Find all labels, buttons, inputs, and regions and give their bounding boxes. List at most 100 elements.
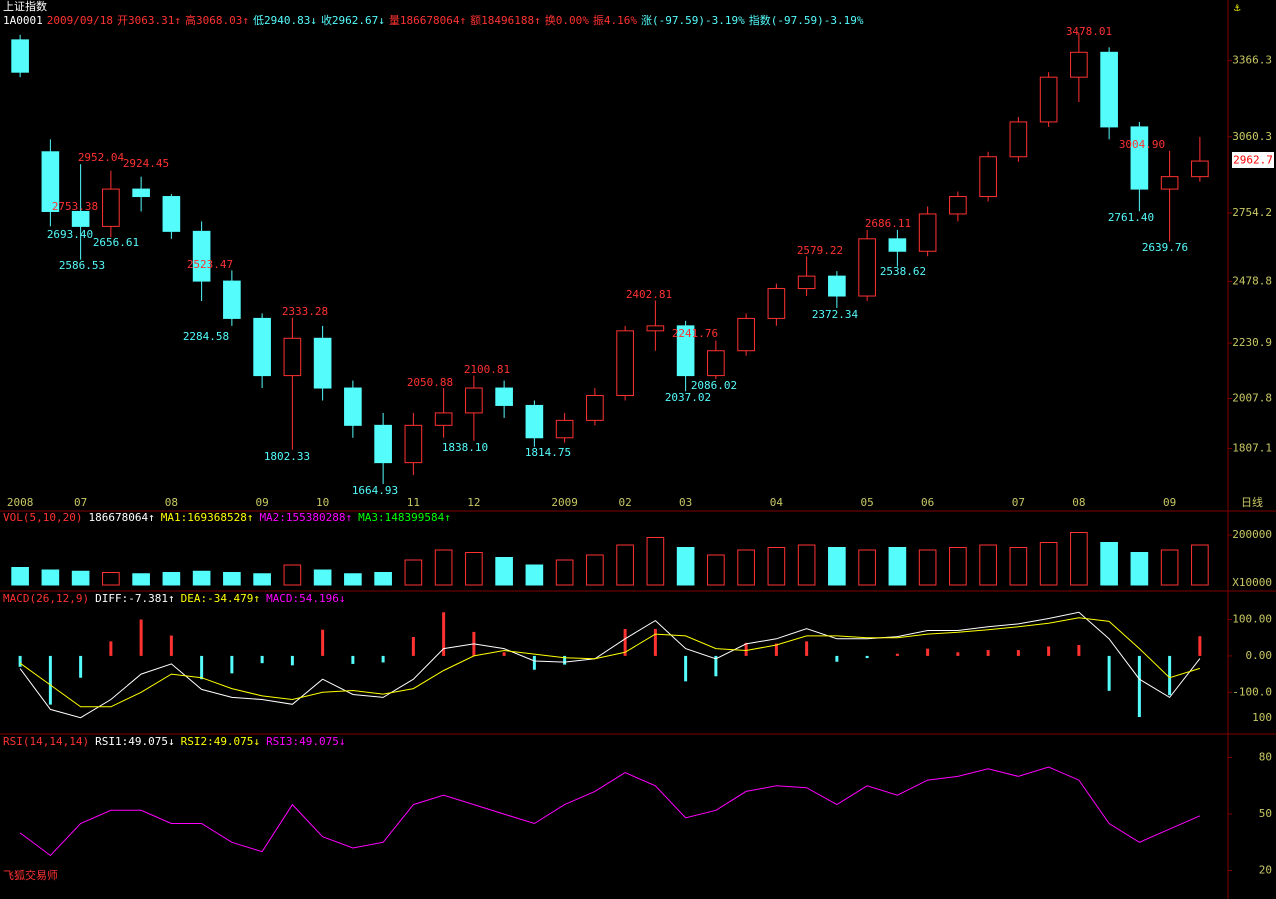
price-annotation: 2372.34 xyxy=(812,308,859,321)
candle-body xyxy=(1191,160,1209,178)
indicator-value: RSI3:49.075↓ xyxy=(266,735,345,748)
price-annotation: 2753.38 xyxy=(52,200,98,213)
volume-bar xyxy=(465,552,483,586)
y-tick-label: 50 xyxy=(1259,807,1272,820)
last-price-box xyxy=(1232,152,1274,168)
volume-bar xyxy=(555,559,574,586)
volume-bar xyxy=(767,547,786,586)
candle-body xyxy=(41,151,60,212)
candle-body xyxy=(1160,176,1179,190)
candle-body xyxy=(344,387,362,426)
x-tick-label: 09 xyxy=(256,496,269,509)
price-annotation: 1802.33 xyxy=(264,450,310,463)
volume-bar xyxy=(253,573,271,586)
indicator-line xyxy=(19,617,1201,708)
x-tick-label: 03 xyxy=(679,496,692,509)
indicator-value: MA3:148399584↑ xyxy=(358,511,451,524)
y-tick-label: 3060.3 xyxy=(1232,130,1272,143)
candle-body xyxy=(979,156,997,198)
x-tick-label: 07 xyxy=(74,496,87,509)
volume-bar xyxy=(192,570,211,586)
price-annotation: 2284.58 xyxy=(183,330,229,343)
candle-body xyxy=(374,424,392,464)
volume-bar xyxy=(102,572,120,586)
price-annotation: 2952.04 xyxy=(78,151,125,164)
candle-body xyxy=(404,424,423,464)
volume-bar xyxy=(858,549,876,586)
candle-body xyxy=(525,404,544,439)
price-annotation: 2100.81 xyxy=(464,363,510,376)
y-tick-label: 2230.9 xyxy=(1232,336,1272,349)
price-annotation: 2037.02 xyxy=(665,391,711,404)
y-tick-label: 2478.8 xyxy=(1232,274,1272,287)
quote-item: 开3063.31↑ xyxy=(117,14,181,27)
volume-bar xyxy=(646,537,665,586)
indicator-value: DEA:-34.479↑ xyxy=(181,592,260,605)
candle-body xyxy=(1130,126,1149,190)
price-annotation: 1664.93 xyxy=(352,484,398,497)
volume-bar xyxy=(1100,542,1118,586)
volume-bar xyxy=(283,564,302,586)
price-annotation: 2523.47 xyxy=(187,258,233,271)
indicator-value: MACD:54.196↓ xyxy=(266,592,345,605)
x-tick-label: 05 xyxy=(861,496,874,509)
indicator-line xyxy=(19,766,1201,857)
indicator-value: RSI(14,14,14) xyxy=(3,735,89,748)
quote-item: 2009/09/18 xyxy=(47,14,113,27)
volume-bar xyxy=(1009,547,1028,586)
y-tick-label: -100.0 xyxy=(1232,685,1272,698)
price-annotation: 2579.22 xyxy=(797,244,843,257)
x-tick-label: 08 xyxy=(1072,496,1085,509)
quote-item: 量186678064↑ xyxy=(389,14,466,27)
axis-note: 100 xyxy=(1252,711,1272,724)
candle-body xyxy=(586,394,604,421)
price-annotation: 2241.76 xyxy=(672,327,718,340)
volume-bar xyxy=(495,557,513,586)
quote-item: 涨(-97.59)-3.19% xyxy=(641,14,745,27)
indicator-value: VOL(5,10,20) xyxy=(3,511,82,524)
price-annotation: 3004.90 xyxy=(1119,138,1165,151)
y-tick-label: 2007.8 xyxy=(1232,392,1272,405)
quote-line: 1A0001 2009/09/18 开3063.31↑ 高3068.03↑ 低2940.… xyxy=(3,13,864,27)
candle-body xyxy=(71,210,90,227)
volume-bar xyxy=(737,549,755,586)
candle-body xyxy=(434,412,453,426)
volume-bar xyxy=(374,572,392,586)
candle-body xyxy=(313,337,332,389)
price-annotation: 2693.40 xyxy=(47,228,93,241)
candle-body xyxy=(918,213,937,252)
volume-bar xyxy=(1130,552,1149,586)
price-annotation: 2761.40 xyxy=(1108,211,1154,224)
period-label: 日线 xyxy=(1241,495,1263,509)
volume-bar xyxy=(525,564,544,586)
volume-bar xyxy=(404,559,423,586)
y-tick-label: 1807.1 xyxy=(1232,441,1272,454)
volume-bar xyxy=(223,572,241,586)
volume-bar xyxy=(1070,532,1088,586)
y-tick-label: 20 xyxy=(1259,864,1272,877)
price-annotation: 2924.45 xyxy=(123,157,169,170)
candle-body xyxy=(1100,51,1118,128)
indicator-value: RSI2:49.075↓ xyxy=(181,735,260,748)
volume-bar xyxy=(918,549,937,586)
quote-item: 1A0001 xyxy=(3,14,43,27)
candle-body xyxy=(162,196,181,232)
indicator-value: DIFF:-7.381↑ xyxy=(95,592,174,605)
candle-body xyxy=(465,387,483,414)
anchor-icon: ⚓ xyxy=(1233,1,1241,14)
price-annotation: 1814.75 xyxy=(525,446,571,459)
candle-body xyxy=(767,288,786,319)
quote-item: 振4.16% xyxy=(593,13,637,27)
candle-body xyxy=(253,317,271,377)
candle-body xyxy=(192,230,211,282)
candle-body xyxy=(646,325,665,332)
x-tick-label: 09 xyxy=(1163,496,1176,509)
candle-body xyxy=(797,275,816,290)
volume-bar xyxy=(1191,544,1209,586)
price-annotation: 2656.61 xyxy=(93,236,139,249)
quote-item: 低2940.83↓ xyxy=(253,14,317,27)
candle-body xyxy=(888,238,907,252)
y-tick-label: 0.00 xyxy=(1246,649,1273,662)
volume-bar xyxy=(162,572,181,586)
